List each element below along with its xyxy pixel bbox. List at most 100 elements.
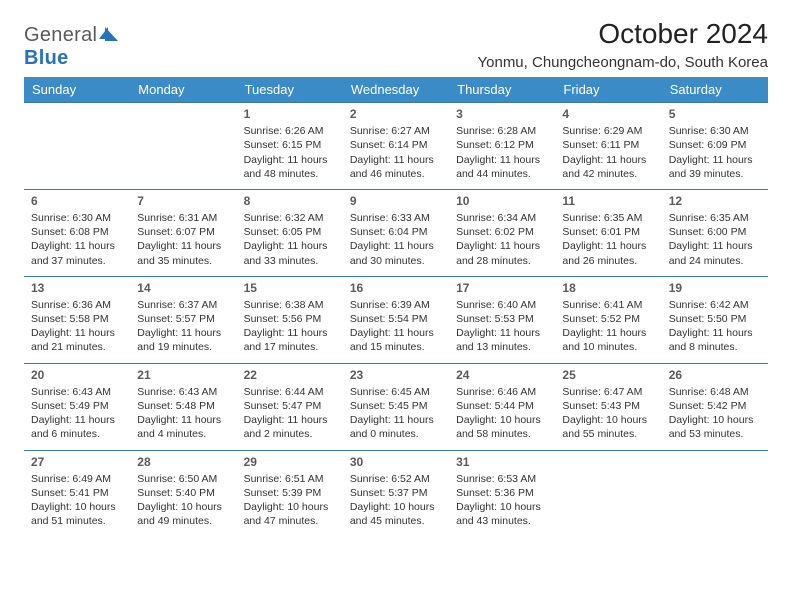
day-number: 11 [562, 193, 654, 209]
daylight-text: Daylight: 11 hours and 2 minutes. [244, 413, 336, 441]
calendar-cell: 3Sunrise: 6:28 AMSunset: 6:12 PMDaylight… [449, 103, 555, 190]
calendar-cell: 20Sunrise: 6:43 AMSunset: 5:49 PMDayligh… [24, 363, 130, 450]
sunset-text: Sunset: 5:45 PM [350, 399, 442, 413]
daylight-text: Daylight: 11 hours and 28 minutes. [456, 239, 548, 267]
sunset-text: Sunset: 5:58 PM [31, 312, 123, 326]
calendar-cell [555, 450, 661, 536]
day-number: 15 [244, 280, 336, 296]
calendar-cell: 1Sunrise: 6:26 AMSunset: 6:15 PMDaylight… [237, 103, 343, 190]
daylight-text: Daylight: 11 hours and 46 minutes. [350, 153, 442, 181]
sunset-text: Sunset: 6:02 PM [456, 225, 548, 239]
sunset-text: Sunset: 6:15 PM [244, 138, 336, 152]
calendar-cell: 25 Sunrise: 6:47 AMSunset: 5:43 PMDayligh… [555, 363, 661, 450]
day-number: 16 [350, 280, 442, 296]
calendar-cell: 28Sunrise: 6:50 AMSunset: 5:40 PMDayligh… [130, 450, 236, 536]
sunrise-text: Sunrise: 6:34 AM [456, 211, 548, 225]
sunrise-text: Sunrise: 6:30 AM [669, 124, 761, 138]
calendar-week-row: 27Sunrise: 6:49 AMSunset: 5:41 PMDayligh… [24, 450, 768, 536]
day-number: 20 [31, 367, 123, 383]
day-number: 30 [350, 454, 442, 470]
calendar-cell: 29Sunrise: 6:51 AMSunset: 5:39 PMDayligh… [237, 450, 343, 536]
calendar-cell: 21Sunrise: 6:43 AMSunset: 5:48 PMDayligh… [130, 363, 236, 450]
daylight-text: Daylight: 11 hours and 13 minutes. [456, 326, 548, 354]
weekday-header: Thursday [449, 77, 555, 103]
calendar-cell: 15Sunrise: 6:38 AMSunset: 5:56 PMDayligh… [237, 276, 343, 363]
sunset-text: Sunset: 5:43 PM [562, 399, 654, 413]
day-number: 29 [244, 454, 336, 470]
sunrise-text: Sunrise: 6:42 AM [669, 298, 761, 312]
weekday-header: Friday [555, 77, 661, 103]
daylight-text: Daylight: 10 hours and 58 minutes. [456, 413, 548, 441]
day-number: 4 [562, 106, 654, 122]
calendar-cell: 7Sunrise: 6:31 AMSunset: 6:07 PMDaylight… [130, 189, 236, 276]
day-number: 7 [137, 193, 229, 209]
sunset-text: Sunset: 5:48 PM [137, 399, 229, 413]
daylight-text: Daylight: 11 hours and 0 minutes. [350, 413, 442, 441]
sunrise-text: Sunrise: 6:36 AM [31, 298, 123, 312]
sunset-text: Sunset: 5:47 PM [244, 399, 336, 413]
sunrise-text: Sunrise: 6:37 AM [137, 298, 229, 312]
daylight-text: Daylight: 10 hours and 49 minutes. [137, 500, 229, 528]
daylight-text: Daylight: 11 hours and 6 minutes. [31, 413, 123, 441]
sunrise-text: Sunrise: 6:40 AM [456, 298, 548, 312]
sunrise-text: Sunrise: 6:44 AM [244, 385, 336, 399]
daylight-text: Daylight: 11 hours and 8 minutes. [669, 326, 761, 354]
calendar-cell: 4Sunrise: 6:29 AMSunset: 6:11 PMDaylight… [555, 103, 661, 190]
day-number: 8 [244, 193, 336, 209]
sunset-text: Sunset: 6:00 PM [669, 225, 761, 239]
sunrise-text: Sunrise: 6:48 AM [669, 385, 761, 399]
day-number: 3 [456, 106, 548, 122]
sunset-text: Sunset: 5:50 PM [669, 312, 761, 326]
sunset-text: Sunset: 5:49 PM [31, 399, 123, 413]
calendar-cell: 16Sunrise: 6:39 AMSunset: 5:54 PMDayligh… [343, 276, 449, 363]
sunset-text: Sunset: 6:11 PM [562, 138, 654, 152]
daylight-text: Daylight: 10 hours and 47 minutes. [244, 500, 336, 528]
sunset-text: Sunset: 5:54 PM [350, 312, 442, 326]
calendar-week-row: 6Sunrise: 6:30 AMSunset: 6:08 PMDaylight… [24, 189, 768, 276]
sunrise-text: Sunrise: 6:52 AM [350, 472, 442, 486]
calendar-body: 1Sunrise: 6:26 AMSunset: 6:15 PMDaylight… [24, 103, 768, 537]
calendar-cell: 26Sunrise: 6:48 AMSunset: 5:42 PMDayligh… [662, 363, 768, 450]
daylight-text: Daylight: 10 hours and 55 minutes. [562, 413, 654, 441]
day-number: 19 [669, 280, 761, 296]
daylight-text: Daylight: 11 hours and 42 minutes. [562, 153, 654, 181]
weekday-header: Tuesday [237, 77, 343, 103]
sunrise-text: Sunrise: 6:41 AM [562, 298, 654, 312]
sunrise-text: Sunrise: 6:32 AM [244, 211, 336, 225]
brand-logo: General Blue [24, 24, 118, 70]
sunrise-text: Sunrise: 6:27 AM [350, 124, 442, 138]
sunrise-text: Sunrise: 6:46 AM [456, 385, 548, 399]
sunset-text: Sunset: 6:12 PM [456, 138, 548, 152]
sunset-text: Sunset: 5:42 PM [669, 399, 761, 413]
sunrise-text: Sunrise: 6:38 AM [244, 298, 336, 312]
sunrise-text: Sunrise: 6:47 AM [562, 385, 654, 399]
day-number: 1 [244, 106, 336, 122]
calendar-cell: 23Sunrise: 6:45 AMSunset: 5:45 PMDayligh… [343, 363, 449, 450]
calendar-cell: 18Sunrise: 6:41 AMSunset: 5:52 PMDayligh… [555, 276, 661, 363]
daylight-text: Daylight: 11 hours and 26 minutes. [562, 239, 654, 267]
day-number: 27 [31, 454, 123, 470]
day-number: 23 [350, 367, 442, 383]
sunrise-text: Sunrise: 6:35 AM [562, 211, 654, 225]
day-number: 13 [31, 280, 123, 296]
daylight-text: Daylight: 11 hours and 4 minutes. [137, 413, 229, 441]
weekday-header: Saturday [662, 77, 768, 103]
page-header: General Blue October 2024 Yonmu, Chungch… [24, 18, 768, 71]
title-block: October 2024 Yonmu, Chungcheongnam-do, S… [478, 18, 769, 71]
daylight-text: Daylight: 11 hours and 37 minutes. [31, 239, 123, 267]
daylight-text: Daylight: 11 hours and 30 minutes. [350, 239, 442, 267]
calendar-cell: 8Sunrise: 6:32 AMSunset: 6:05 PMDaylight… [237, 189, 343, 276]
sunset-text: Sunset: 5:57 PM [137, 312, 229, 326]
calendar-cell: 14Sunrise: 6:37 AMSunset: 5:57 PMDayligh… [130, 276, 236, 363]
day-number: 12 [669, 193, 761, 209]
day-number: 6 [31, 193, 123, 209]
daylight-text: Daylight: 11 hours and 35 minutes. [137, 239, 229, 267]
sunrise-text: Sunrise: 6:39 AM [350, 298, 442, 312]
sunrise-text: Sunrise: 6:35 AM [669, 211, 761, 225]
daylight-text: Daylight: 11 hours and 17 minutes. [244, 326, 336, 354]
calendar-cell: 31Sunrise: 6:53 AMSunset: 5:36 PMDayligh… [449, 450, 555, 536]
day-number: 25 [562, 367, 654, 383]
weekday-header: Wednesday [343, 77, 449, 103]
month-title: October 2024 [478, 18, 769, 50]
sunset-text: Sunset: 5:37 PM [350, 486, 442, 500]
